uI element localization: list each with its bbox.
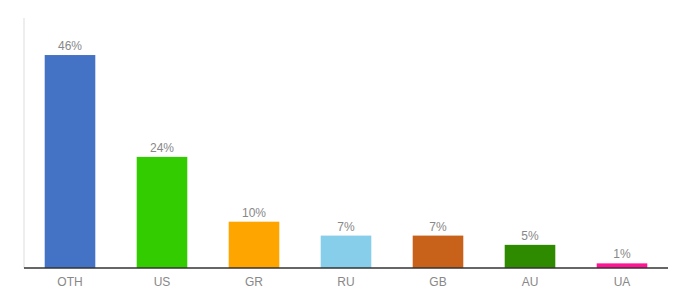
data-label: 46% [58, 39, 82, 53]
x-axis-line [24, 267, 668, 269]
x-tick-label: OTH [57, 275, 82, 289]
bar [413, 236, 464, 268]
x-tick-label: GB [429, 275, 446, 289]
x-tick-label: RU [337, 275, 354, 289]
x-tick-label: GR [245, 275, 263, 289]
data-label: 5% [521, 229, 539, 243]
bar [505, 245, 556, 268]
bar [321, 236, 372, 268]
bars [45, 55, 648, 268]
bar [137, 157, 188, 268]
chart: 46% 24% 10% 7% 7% 5% 1% OTH US GR RU GB AU UA [0, 0, 680, 300]
x-tick-label: UA [614, 275, 631, 289]
y-axis-line [24, 18, 25, 268]
data-label: 7% [429, 220, 447, 234]
data-label: 24% [150, 141, 174, 155]
x-tick-label: AU [522, 275, 539, 289]
data-label: 10% [242, 206, 266, 220]
data-label: 1% [613, 247, 631, 261]
bar [229, 222, 280, 268]
x-tick-label: US [154, 275, 171, 289]
data-label: 7% [337, 220, 355, 234]
chart-container: 46% 24% 10% 7% 7% 5% 1% OTH US GR RU GB AU UA [0, 0, 680, 300]
bar [45, 55, 96, 268]
